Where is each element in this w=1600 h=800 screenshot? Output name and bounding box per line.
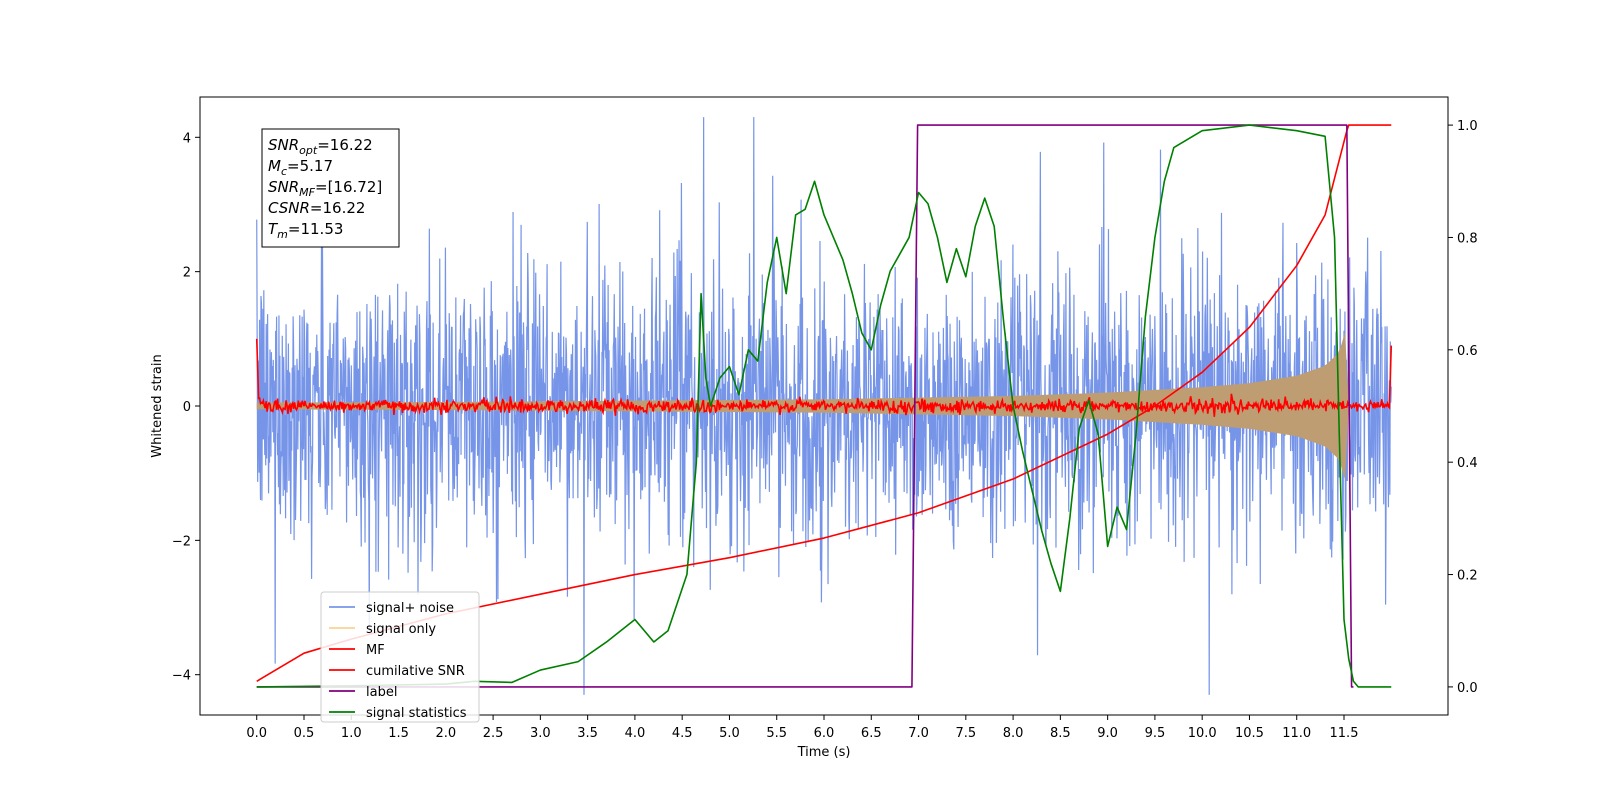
legend-label: label: [366, 685, 397, 700]
x-tick-label: 7.5: [955, 726, 976, 741]
x-tick-label: 3.5: [577, 726, 598, 741]
x-tick-label: 5.5: [766, 726, 787, 741]
x-tick-label: 8.5: [1050, 726, 1071, 741]
x-tick-label: 9.0: [1097, 726, 1118, 741]
y-tick-label: 4: [183, 131, 191, 146]
y-tick-label: 2: [183, 266, 191, 281]
x-tick-label: 0.5: [294, 726, 315, 741]
y-tick-label: 0: [183, 400, 191, 415]
x-tick-label: 11.5: [1330, 726, 1359, 741]
legend-label: signal only: [366, 622, 436, 637]
x-tick-label: 2.0: [435, 726, 456, 741]
x-tick-label: 5.0: [719, 726, 740, 741]
x-tick-label: 4.5: [672, 726, 693, 741]
y-tick-label: −4: [172, 669, 191, 684]
legend: signal+ noise signal only MF cumilative SNR…: [320, 591, 480, 723]
series-signal-noise: [256, 117, 1392, 695]
series-mf: [255, 338, 1393, 417]
x-tick-label: 11.0: [1282, 726, 1311, 741]
stats-annotation: SNRopt=16.22Mc=5.17SNRMF=[16.72]CSNR=16.…: [261, 128, 400, 248]
y2-tick-label: 1.0: [1457, 119, 1478, 134]
y2-tick-label: 0.0: [1457, 681, 1478, 696]
series-signal-statistics: [256, 124, 1392, 688]
y-tick-label: −2: [172, 534, 191, 549]
annotation-line: Mc=5.17: [268, 157, 333, 178]
x-tick-label: 8.0: [1003, 726, 1024, 741]
y2-tick-label: 0.8: [1457, 231, 1478, 246]
annotation-line: CSNR=16.22: [268, 199, 365, 217]
x-tick-label: 7.0: [908, 726, 929, 741]
legend-label: signal statistics: [366, 706, 467, 721]
x-tick-label: 2.5: [483, 726, 504, 741]
x-tick-label: 3.0: [530, 726, 551, 741]
y-axis-right: 0.0 0.2 0.4 0.6 0.8 1.0: [1448, 119, 1478, 696]
annotation-box: [261, 128, 400, 248]
annotation-line: Tm=11.53: [268, 220, 343, 241]
x-tick-label: 10.5: [1235, 726, 1264, 741]
x-axis: 0.0 0.5 1.0 1.5 2.0 2.5 3.0 3.5 4.0 4.5 5.0 5.5 6.0 6…: [246, 715, 1358, 741]
y2-tick-label: 0.2: [1457, 569, 1478, 584]
x-tick-label: 9.5: [1145, 726, 1166, 741]
y2-tick-label: 0.4: [1457, 456, 1478, 471]
legend-label: cumilative SNR: [366, 664, 465, 679]
x-tick-label: 6.0: [814, 726, 835, 741]
x-tick-label: 4.0: [625, 726, 646, 741]
x-axis-label: Time (s): [797, 745, 851, 760]
x-tick-label: 0.0: [246, 726, 267, 741]
x-tick-label: 1.5: [388, 726, 409, 741]
x-tick-label: 6.5: [861, 726, 882, 741]
y-axis-label: Whitened strain: [150, 354, 165, 457]
legend-box: [320, 591, 480, 723]
x-tick-label: 1.0: [341, 726, 362, 741]
y2-tick-label: 0.6: [1457, 344, 1478, 359]
legend-label: MF: [366, 643, 385, 658]
y-axis-left: −4 −2 0 2 4: [172, 131, 200, 684]
series-label: [256, 124, 1354, 688]
x-tick-label: 10.0: [1188, 726, 1217, 741]
legend-label: signal+ noise: [366, 601, 454, 616]
annotation-line: SNRMF=[16.72]: [268, 178, 382, 199]
annotation-line: SNRopt=16.22: [268, 136, 373, 157]
